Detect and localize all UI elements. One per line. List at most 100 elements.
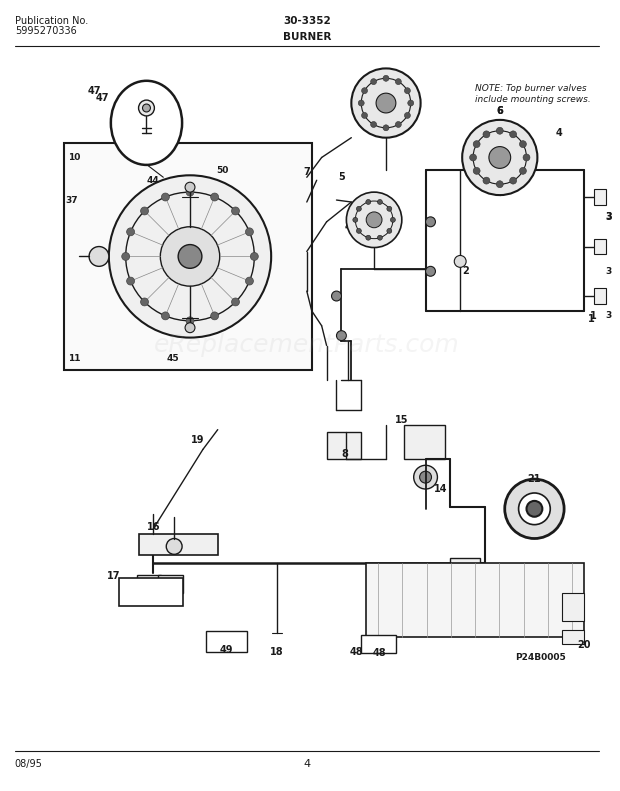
Text: 5995270336: 5995270336 [15,26,77,36]
Bar [594,189,606,205]
Circle shape [378,235,383,240]
Circle shape [523,154,530,161]
Circle shape [141,298,148,306]
Text: 20: 20 [577,641,591,650]
Circle shape [483,177,490,184]
Circle shape [387,229,392,233]
Circle shape [391,218,396,222]
Text: 18: 18 [270,647,284,657]
Text: 3: 3 [606,267,612,276]
Circle shape [518,493,551,524]
Circle shape [246,277,254,285]
Circle shape [510,177,516,184]
Text: 30-3352: 30-3352 [283,16,330,26]
Circle shape [396,78,401,85]
Text: 48: 48 [372,649,386,658]
Text: 6: 6 [497,106,503,116]
Circle shape [353,218,358,222]
Bar [136,575,161,593]
Text: 46: 46 [381,74,395,83]
Circle shape [366,212,382,228]
Text: P24B0005: P24B0005 [515,653,565,662]
Text: NOTE: Top burner valves: NOTE: Top burner valves [475,84,587,93]
Text: 7: 7 [303,168,310,177]
Text: 4: 4 [556,127,562,138]
Circle shape [231,207,239,215]
Circle shape [231,298,239,306]
Text: 14: 14 [433,484,447,494]
Text: 8: 8 [341,449,348,460]
Circle shape [361,88,368,93]
Text: 47: 47 [95,93,108,103]
Circle shape [483,131,490,138]
Text: 1: 1 [590,311,597,321]
Text: 3: 3 [606,212,612,221]
Bar [594,288,606,304]
Circle shape [358,100,364,106]
Text: 3: 3 [606,312,612,320]
Circle shape [396,122,401,127]
Text: 10: 10 [68,153,81,162]
Text: 37: 37 [65,195,78,205]
Circle shape [520,168,526,174]
Text: 21: 21 [528,474,541,484]
Circle shape [186,188,194,196]
Text: 3: 3 [605,212,612,221]
Circle shape [356,206,361,211]
Circle shape [473,141,480,148]
Text: 5: 5 [338,172,345,182]
Bar [562,630,584,645]
Bar [404,425,445,460]
Circle shape [126,277,135,285]
Circle shape [185,323,195,333]
Text: 13: 13 [360,202,373,212]
Text: 49: 49 [220,645,233,655]
Circle shape [414,465,438,489]
Text: 4: 4 [303,759,311,769]
Circle shape [387,206,392,211]
Text: 19: 19 [191,434,205,445]
Bar [119,578,183,606]
Circle shape [109,176,271,338]
Text: 2: 2 [462,267,469,276]
Circle shape [454,255,466,267]
Text: 13: 13 [356,202,370,212]
Circle shape [510,131,516,138]
Circle shape [250,252,259,260]
Bar [366,563,584,638]
Text: 17: 17 [107,571,120,581]
Bar [138,534,218,555]
Bar [594,239,606,255]
Circle shape [347,192,402,248]
Text: eReplacementParts.com: eReplacementParts.com [154,333,459,357]
Bar [361,635,396,653]
Circle shape [404,88,410,93]
Circle shape [526,501,542,517]
Circle shape [408,100,414,106]
Circle shape [138,100,154,116]
Circle shape [166,539,182,554]
Circle shape [332,291,342,301]
Text: 47: 47 [87,86,101,97]
Circle shape [89,247,109,267]
Circle shape [211,312,219,320]
Text: 45: 45 [167,354,180,363]
Bar [562,593,584,621]
Circle shape [361,112,368,119]
Text: 1: 1 [588,314,594,324]
Circle shape [366,199,371,204]
Circle shape [425,217,435,227]
Text: BURNER: BURNER [283,32,331,42]
Circle shape [143,104,151,112]
Circle shape [122,252,130,260]
Text: 44: 44 [147,176,160,185]
Circle shape [489,146,511,168]
Text: 16: 16 [147,521,160,532]
Circle shape [520,141,526,148]
Circle shape [161,227,219,286]
Circle shape [126,228,135,236]
Circle shape [366,235,371,240]
Bar [158,575,183,593]
Circle shape [356,229,361,233]
Circle shape [497,180,503,187]
